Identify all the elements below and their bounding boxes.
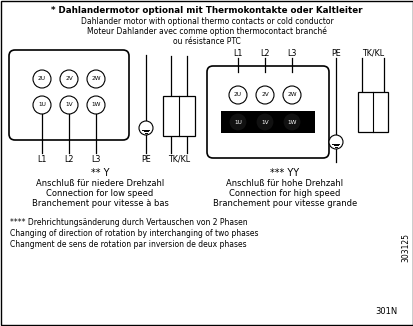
Text: PE: PE [330, 49, 340, 58]
Text: Changing of direction of rotation by interchanging of two phases: Changing of direction of rotation by int… [10, 229, 258, 238]
Text: Connection for high speed: Connection for high speed [229, 189, 340, 198]
Text: Dahlander motor with optional thermo contacts or cold conductor: Dahlander motor with optional thermo con… [81, 17, 332, 26]
Text: Moteur Dahlander avec comme option thermocontact branché: Moteur Dahlander avec comme option therm… [87, 27, 326, 37]
Text: Anschluß für niedere Drehzahl: Anschluß für niedere Drehzahl [36, 179, 164, 188]
Text: 1U: 1U [38, 102, 46, 108]
Text: 1V: 1V [65, 102, 73, 108]
Text: 1V: 1V [261, 120, 268, 125]
Circle shape [228, 113, 247, 131]
Bar [221, 111, 314, 133]
Text: PE: PE [141, 155, 150, 164]
Text: *** YY: *** YY [270, 168, 299, 178]
Text: ** Y: ** Y [90, 168, 109, 178]
Circle shape [87, 70, 105, 88]
Text: 2V: 2V [261, 93, 268, 97]
Circle shape [255, 86, 273, 104]
Circle shape [33, 96, 51, 114]
Circle shape [255, 113, 273, 131]
Circle shape [60, 96, 78, 114]
Circle shape [282, 86, 300, 104]
Text: * Dahlandermotor optional mit Thermokontakte oder Kaltleiter: * Dahlandermotor optional mit Thermokont… [51, 6, 362, 15]
Text: 2U: 2U [38, 77, 46, 82]
Text: L1: L1 [233, 49, 242, 58]
Circle shape [60, 70, 78, 88]
Text: 1U: 1U [233, 120, 241, 125]
Text: Anschluß für hohe Drehzahl: Anschluß für hohe Drehzahl [226, 179, 343, 188]
Text: 1W: 1W [91, 102, 100, 108]
Text: L1: L1 [37, 155, 47, 164]
Text: **** Drehrichtungsänderung durch Vertauschen von 2 Phasen: **** Drehrichtungsänderung durch Vertaus… [10, 218, 247, 227]
FancyBboxPatch shape [206, 66, 328, 158]
FancyBboxPatch shape [9, 50, 129, 140]
Text: ou résistance PTC: ou résistance PTC [173, 37, 240, 46]
Text: L2: L2 [260, 49, 269, 58]
Text: 303125: 303125 [401, 233, 410, 262]
Text: Changment de sens de rotation par inversion de deux phases: Changment de sens de rotation par invers… [10, 240, 246, 249]
Text: 2U: 2U [233, 93, 242, 97]
Circle shape [328, 135, 342, 149]
Circle shape [139, 121, 153, 135]
Text: Branchement pour vitesse à bas: Branchement pour vitesse à bas [31, 199, 168, 208]
Circle shape [87, 96, 105, 114]
Circle shape [33, 70, 51, 88]
Circle shape [228, 86, 247, 104]
Text: 2W: 2W [287, 93, 296, 97]
Text: L2: L2 [64, 155, 74, 164]
Text: 301N: 301N [375, 307, 397, 316]
Circle shape [282, 113, 300, 131]
Text: L3: L3 [91, 155, 100, 164]
Text: TK/KL: TK/KL [168, 155, 190, 164]
Text: 1W: 1W [287, 120, 296, 125]
Text: Branchement pour vitesse grande: Branchement pour vitesse grande [212, 199, 356, 208]
Text: 2V: 2V [65, 77, 73, 82]
Bar [357, 92, 387, 132]
Bar [163, 96, 195, 136]
Text: 2W: 2W [91, 77, 100, 82]
Text: TK/KL: TK/KL [361, 49, 383, 58]
Text: Connection for low speed: Connection for low speed [46, 189, 153, 198]
Text: L3: L3 [287, 49, 296, 58]
